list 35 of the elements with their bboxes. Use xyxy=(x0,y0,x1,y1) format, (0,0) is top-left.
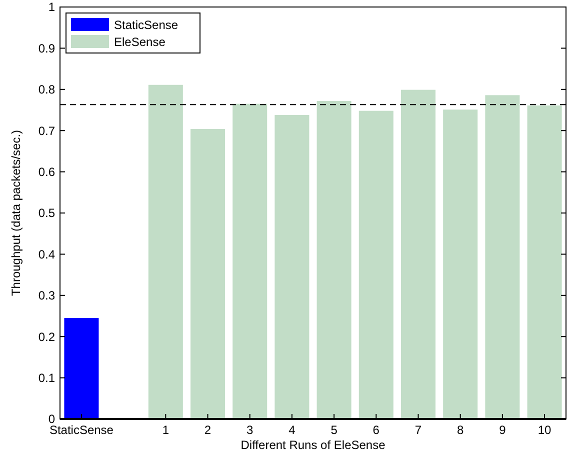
x-tick-label: 9 xyxy=(499,423,506,437)
bar xyxy=(358,110,394,419)
x-tick-label: 10 xyxy=(538,423,552,437)
legend-label: EleSense xyxy=(114,35,166,49)
x-tick-label: 4 xyxy=(288,423,296,437)
y-tick-label: 0.3 xyxy=(38,288,56,303)
bar xyxy=(232,104,268,419)
x-tick-label: 3 xyxy=(246,423,254,437)
y-tick-label: 1 xyxy=(48,0,56,14)
y-tick-label: 0.8 xyxy=(38,82,56,97)
bar xyxy=(148,84,183,419)
bar xyxy=(400,90,436,419)
x-tick-label: 6 xyxy=(372,423,380,437)
bar xyxy=(190,128,226,419)
x-tick-label: 1 xyxy=(162,423,170,437)
y-tick-label: 0.2 xyxy=(38,330,56,344)
x-axis-title: Different Runs of EleSense xyxy=(240,438,386,452)
x-tick-label: 5 xyxy=(330,423,338,437)
x-tick-label: 8 xyxy=(456,423,464,437)
bar xyxy=(64,318,99,419)
x-tick-label: 2 xyxy=(204,423,212,437)
bar xyxy=(485,95,520,419)
bar xyxy=(527,105,562,419)
y-tick-label: 0.5 xyxy=(38,206,56,220)
y-tick-label: 0.1 xyxy=(38,371,56,385)
bar xyxy=(274,114,310,419)
bar xyxy=(316,100,352,419)
x-tick-label: 7 xyxy=(414,423,422,437)
y-axis-title: Throughput (data packets/sec.) xyxy=(9,130,23,296)
legend-label: StaticSense xyxy=(114,18,178,32)
y-tick-label: 0.6 xyxy=(38,165,56,179)
y-tick-label: 0.7 xyxy=(38,124,56,138)
bar xyxy=(443,110,478,419)
y-tick-label: 0.4 xyxy=(38,247,56,262)
y-tick-label: 0.9 xyxy=(38,41,56,56)
